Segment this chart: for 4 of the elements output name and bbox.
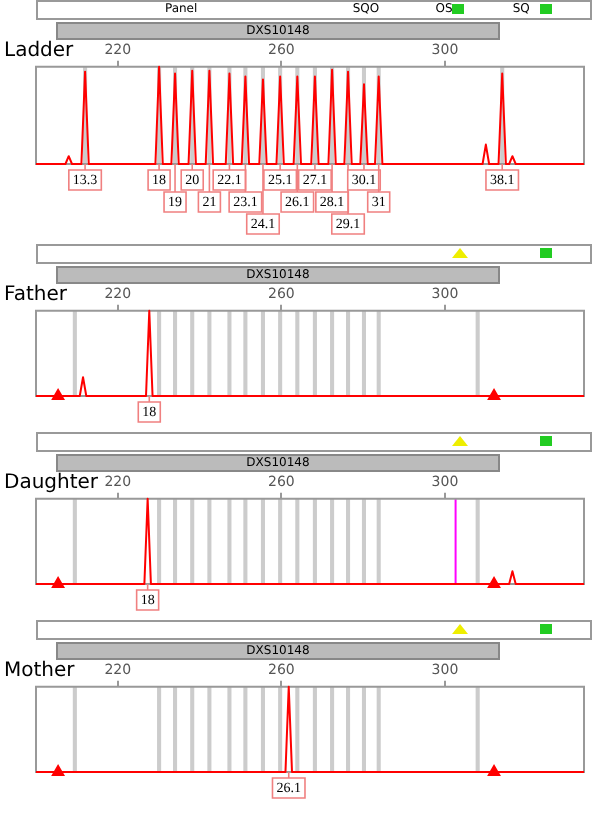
chart-title: Daughter <box>4 472 99 494</box>
chart-title: Mother <box>4 660 75 682</box>
chart-title: Ladder <box>4 40 74 62</box>
chart-title: Father <box>4 284 67 306</box>
